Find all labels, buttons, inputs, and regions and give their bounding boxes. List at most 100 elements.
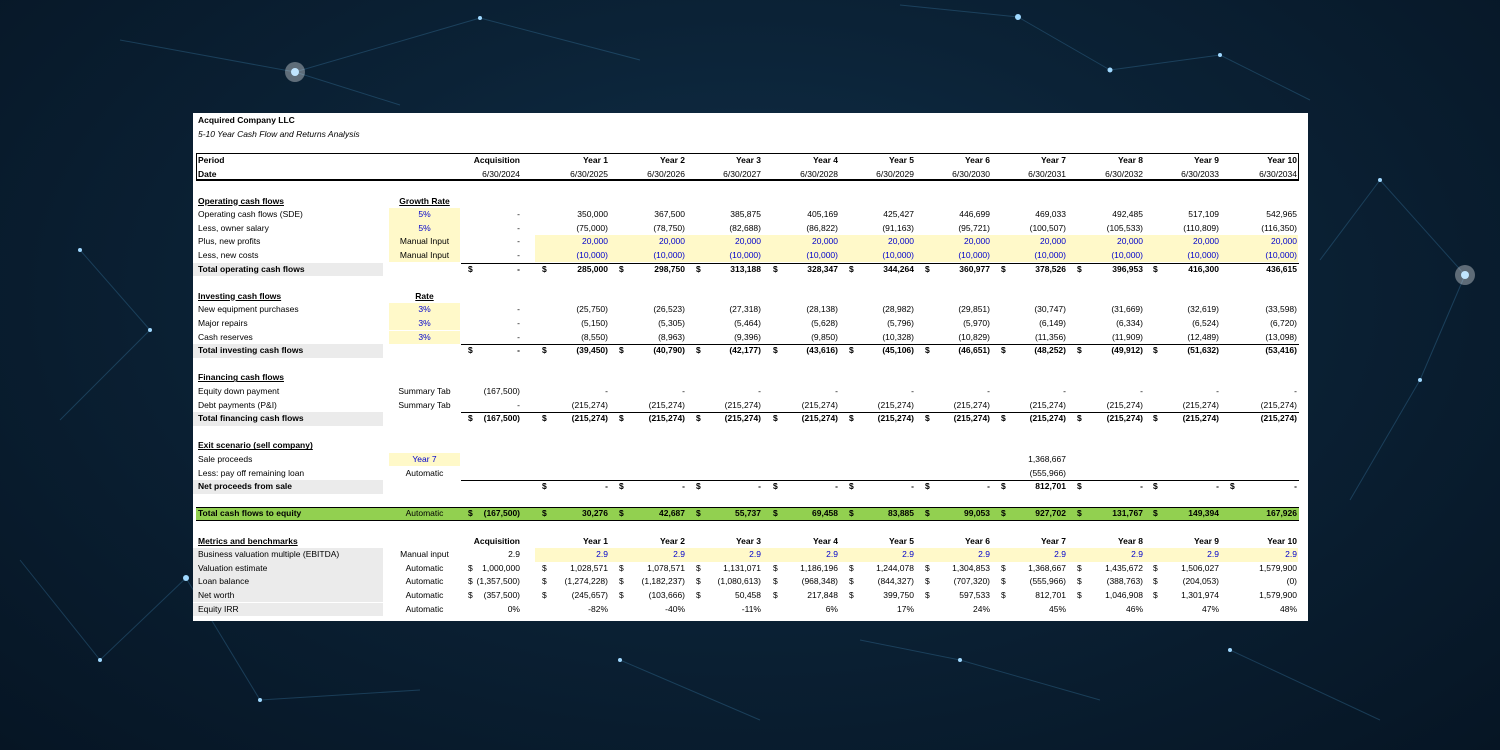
currency-symbol[interactable]: $ — [696, 562, 701, 573]
value-cell[interactable] — [1073, 453, 1143, 467]
value-cell[interactable]: - — [1294, 481, 1297, 492]
value-cell[interactable]: 2.9 — [1131, 549, 1143, 560]
value-cell[interactable]: 1,244,078 — [876, 562, 914, 573]
value-cell[interactable]: (6,149) — [1039, 317, 1066, 328]
row-label[interactable]: Financing cash flows — [198, 372, 284, 383]
row-label[interactable]: Sale proceeds — [198, 453, 253, 464]
currency-symbol[interactable]: $ — [1077, 576, 1082, 587]
currency-symbol[interactable]: $ — [1077, 263, 1082, 274]
date-header[interactable]: 6/30/2029 — [876, 168, 914, 179]
metrics-period-header[interactable]: Year 3 — [735, 535, 761, 546]
currency-symbol[interactable]: $ — [1001, 263, 1006, 274]
currency-symbol[interactable]: $ — [1230, 481, 1235, 492]
currency-symbol[interactable]: $ — [696, 345, 701, 356]
value-cell[interactable]: 2.9 — [1054, 549, 1066, 560]
currency-symbol[interactable]: $ — [773, 576, 778, 587]
value-cell[interactable]: (215,274) — [1260, 399, 1297, 410]
value-cell[interactable]: 1,579,900 — [1259, 562, 1297, 573]
value-cell[interactable]: - — [1294, 385, 1297, 396]
value-cell[interactable] — [1149, 467, 1219, 481]
value-cell[interactable]: - — [1140, 385, 1143, 396]
row-label[interactable]: New equipment purchases — [198, 304, 299, 315]
value-cell[interactable] — [691, 453, 761, 467]
period-header[interactable]: Year 5 — [888, 155, 914, 165]
value-cell[interactable]: 1,435,672 — [1105, 562, 1143, 573]
value-cell[interactable] — [1073, 467, 1143, 481]
currency-symbol[interactable]: $ — [468, 345, 473, 356]
currency-symbol[interactable]: $ — [925, 413, 930, 424]
value-cell[interactable] — [1227, 453, 1297, 467]
value-cell[interactable]: 131,767 — [1112, 508, 1143, 519]
row-label[interactable]: Investing cash flows — [198, 290, 282, 301]
metrics-period-header[interactable]: Year 8 — [1117, 535, 1143, 546]
value-cell[interactable]: (215,274) — [571, 413, 608, 424]
currency-symbol[interactable]: $ — [468, 508, 473, 519]
value-cell[interactable]: (215,274) — [1260, 413, 1297, 424]
value-cell[interactable]: (95,721) — [958, 222, 990, 233]
currency-symbol[interactable]: $ — [542, 589, 547, 600]
value-cell[interactable]: 1,368,667 — [1028, 453, 1066, 464]
currency-symbol[interactable]: $ — [468, 576, 473, 587]
value-cell[interactable]: (357,500) — [483, 589, 520, 600]
value-cell[interactable]: 812,701 — [1035, 589, 1066, 600]
value-cell[interactable]: (5,796) — [887, 317, 914, 328]
value-cell[interactable]: 344,264 — [883, 263, 914, 274]
metrics-period-header[interactable]: Year 6 — [964, 535, 990, 546]
value-cell[interactable]: 20,000 — [582, 236, 608, 247]
value-cell[interactable]: 328,347 — [807, 263, 838, 274]
value-cell[interactable]: 167,926 — [1266, 508, 1297, 519]
currency-symbol[interactable]: $ — [925, 576, 930, 587]
value-cell[interactable]: - — [517, 236, 520, 247]
value-cell[interactable]: (10,829) — [958, 331, 990, 342]
rate-cell[interactable]: Rate — [415, 290, 434, 301]
value-cell[interactable]: (215,274) — [877, 399, 914, 410]
value-cell[interactable] — [450, 480, 520, 494]
value-cell[interactable]: (1,274,228) — [564, 576, 608, 587]
currency-symbol[interactable]: $ — [542, 508, 547, 519]
currency-symbol[interactable]: $ — [542, 413, 547, 424]
rate-cell[interactable]: Automatic — [405, 508, 444, 519]
value-cell[interactable]: 2.9 — [1285, 549, 1297, 560]
currency-symbol[interactable]: $ — [1001, 576, 1006, 587]
row-label[interactable]: Metrics and benchmarks — [198, 535, 298, 546]
value-cell[interactable]: 20,000 — [964, 236, 990, 247]
value-cell[interactable]: 20,000 — [1193, 236, 1219, 247]
value-cell[interactable]: (28,982) — [882, 304, 914, 315]
rate-cell[interactable]: Automatic — [405, 603, 444, 614]
date-header[interactable]: 6/30/2027 — [723, 168, 761, 179]
currency-symbol[interactable]: $ — [1077, 345, 1082, 356]
value-cell[interactable]: (10,000) — [576, 249, 608, 260]
currency-symbol[interactable]: $ — [925, 589, 930, 600]
value-cell[interactable]: (215,274) — [801, 399, 838, 410]
currency-symbol[interactable]: $ — [619, 413, 624, 424]
value-cell[interactable]: (105,533) — [1106, 222, 1143, 233]
value-cell[interactable]: 99,053 — [964, 508, 990, 519]
value-cell[interactable]: (8,963) — [658, 331, 685, 342]
value-cell[interactable]: (39,450) — [576, 345, 608, 356]
currency-symbol[interactable]: $ — [925, 481, 930, 492]
currency-symbol[interactable]: $ — [849, 263, 854, 274]
value-cell[interactable]: 1,506,027 — [1181, 562, 1219, 573]
rate-cell[interactable]: 5% — [418, 209, 431, 220]
value-cell[interactable]: 446,699 — [959, 209, 990, 220]
value-cell[interactable]: (10,000) — [806, 249, 838, 260]
row-label[interactable]: Major repairs — [198, 317, 248, 328]
row-label[interactable]: Business valuation multiple (EBITDA) — [198, 549, 340, 560]
row-label[interactable]: Equity down payment — [198, 385, 280, 396]
currency-symbol[interactable]: $ — [542, 562, 547, 573]
value-cell[interactable]: (555,966) — [1029, 576, 1066, 587]
row-label[interactable]: Less, new costs — [198, 249, 259, 260]
value-cell[interactable] — [615, 467, 685, 481]
rate-cell[interactable]: 3% — [418, 304, 431, 315]
value-cell[interactable]: (51,632) — [1187, 345, 1219, 356]
value-cell[interactable]: - — [835, 481, 838, 492]
rate-cell[interactable]: Manual input — [400, 549, 449, 560]
currency-symbol[interactable]: $ — [925, 562, 930, 573]
currency-symbol[interactable]: $ — [542, 345, 547, 356]
rate-cell[interactable]: Manual Input — [399, 249, 450, 260]
value-cell[interactable]: - — [517, 345, 520, 356]
value-cell[interactable]: 2.9 — [749, 549, 761, 560]
value-cell[interactable]: (10,000) — [1111, 249, 1143, 260]
value-cell[interactable]: 30,276 — [582, 508, 608, 519]
period-header[interactable]: Year 7 — [1040, 155, 1066, 165]
